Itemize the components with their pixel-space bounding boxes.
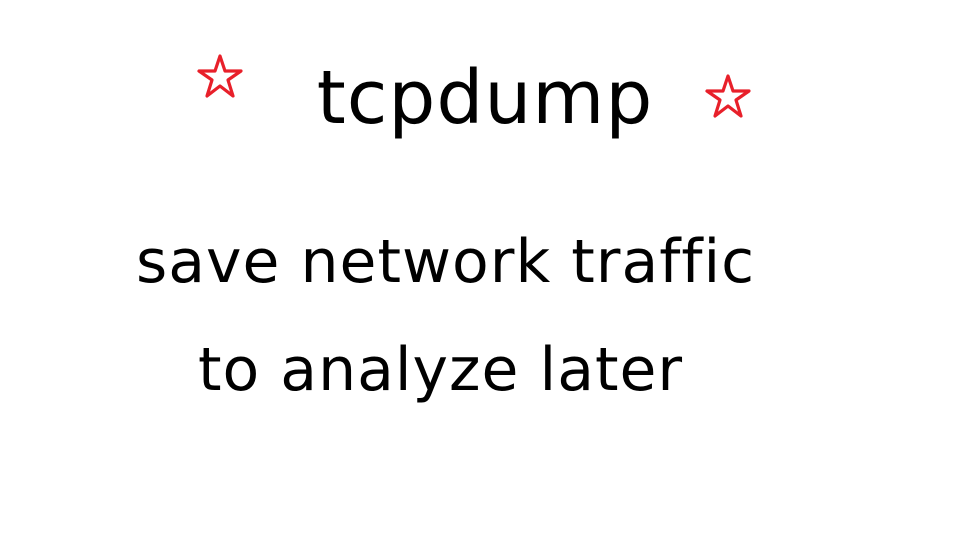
body-line-1: save network traffic [136,227,756,297]
slide-title: tcpdump [316,55,654,141]
star-icon [197,54,243,98]
title-row: tcpdump [0,48,960,158]
star-icon [705,74,751,118]
body-line-2: to analyze later [198,335,684,405]
